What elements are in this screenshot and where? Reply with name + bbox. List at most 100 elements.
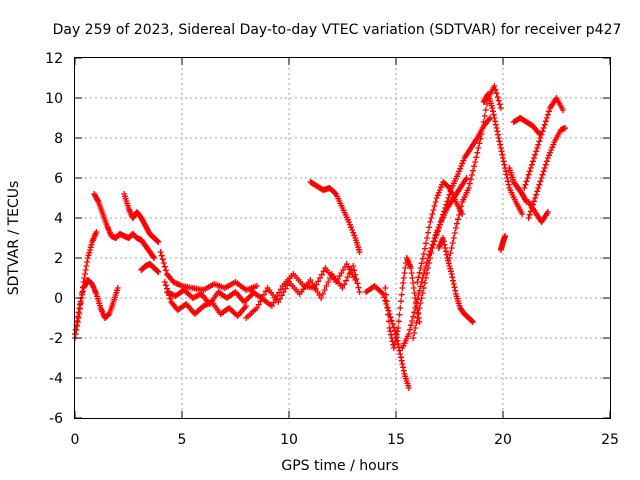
chart-title: Day 259 of 2023, Sidereal Day-to-day VTE… — [53, 22, 622, 38]
data-point — [426, 260, 433, 266]
series-arc-b — [72, 229, 100, 341]
series-arc-c — [91, 191, 158, 261]
data-point — [495, 97, 502, 104]
data-point — [466, 180, 473, 187]
data-point — [436, 221, 443, 228]
data-point — [444, 198, 451, 205]
data-point — [350, 263, 357, 269]
data-point — [79, 289, 86, 296]
data-point — [282, 285, 289, 292]
data-point — [76, 305, 83, 311]
y-tick-label: 0 — [54, 291, 63, 307]
data-point — [424, 235, 431, 241]
y-tick-label: 2 — [54, 251, 63, 267]
data-point — [417, 265, 424, 271]
data-point — [523, 178, 530, 185]
data-point — [268, 303, 275, 309]
data-point — [445, 260, 452, 267]
data-point — [386, 311, 393, 317]
data-point — [489, 105, 496, 111]
data-point — [418, 260, 425, 267]
data-point — [393, 335, 399, 341]
x-tick-labels: 0 5 10 15 20 25 — [71, 432, 619, 448]
data-point — [471, 163, 478, 170]
data-point — [432, 235, 439, 241]
y-tick-label: 8 — [54, 131, 63, 147]
y-tick-label: 4 — [54, 211, 63, 227]
data-point — [76, 305, 83, 312]
data-point — [470, 319, 477, 325]
data-point — [323, 283, 330, 289]
data-point — [414, 296, 421, 303]
data-point — [562, 125, 569, 131]
data-point — [428, 215, 435, 221]
data-point — [534, 145, 541, 151]
data-point — [161, 279, 168, 285]
data-point — [428, 250, 435, 256]
series-arc-r — [446, 83, 504, 261]
data-point — [318, 271, 325, 278]
data-point — [399, 361, 406, 367]
data-point — [86, 247, 93, 253]
data-point — [397, 354, 404, 361]
data-point — [526, 211, 533, 218]
data-point — [490, 108, 497, 115]
data-point — [522, 181, 529, 188]
data-point — [276, 289, 283, 296]
data-point — [162, 282, 169, 289]
data-point — [400, 367, 407, 374]
data-point — [491, 115, 498, 121]
data-point — [493, 125, 500, 131]
data-point — [416, 269, 423, 276]
data-point — [411, 290, 418, 296]
data-point — [398, 357, 405, 364]
data-point — [410, 313, 417, 320]
data-point — [81, 271, 88, 277]
data-point — [356, 289, 363, 295]
data-point — [465, 185, 472, 191]
data-point — [380, 291, 387, 297]
series-arc-a — [72, 277, 121, 337]
data-point — [280, 289, 287, 295]
y-axis-title: SDTVAR / TECUs — [6, 181, 22, 296]
data-point — [535, 129, 542, 136]
data-point — [408, 270, 415, 276]
plot-frame — [74, 57, 611, 419]
data-point — [452, 287, 459, 294]
series-arc-x — [525, 125, 569, 221]
data-point — [413, 300, 420, 307]
data-point — [543, 115, 550, 121]
data-point — [521, 185, 528, 191]
data-point — [432, 199, 439, 205]
data-point — [440, 235, 447, 241]
data-point — [439, 215, 446, 221]
data-point — [544, 209, 551, 215]
data-point — [540, 125, 547, 131]
data-point — [349, 227, 356, 233]
data-point — [422, 275, 429, 281]
data-point — [499, 151, 506, 158]
data-point — [321, 287, 328, 293]
data-point — [410, 335, 417, 341]
data-point — [539, 171, 546, 178]
data-point — [397, 351, 404, 357]
data-point — [385, 311, 392, 318]
data-point — [77, 300, 84, 307]
data-point — [549, 144, 556, 151]
data-point — [504, 178, 511, 185]
data-point — [82, 267, 89, 273]
y-tick-label: 12 — [45, 51, 63, 67]
data-point — [456, 168, 463, 175]
data-point — [421, 280, 428, 286]
data-point — [427, 219, 434, 225]
data-point — [391, 341, 398, 348]
data-point — [467, 176, 474, 183]
data-point — [425, 229, 432, 236]
data-point — [528, 161, 535, 168]
data-point — [525, 171, 532, 178]
data-point — [160, 260, 167, 266]
data-point — [262, 288, 269, 295]
series-arc-y — [525, 199, 551, 225]
data-point — [532, 195, 539, 201]
data-point — [559, 107, 566, 113]
